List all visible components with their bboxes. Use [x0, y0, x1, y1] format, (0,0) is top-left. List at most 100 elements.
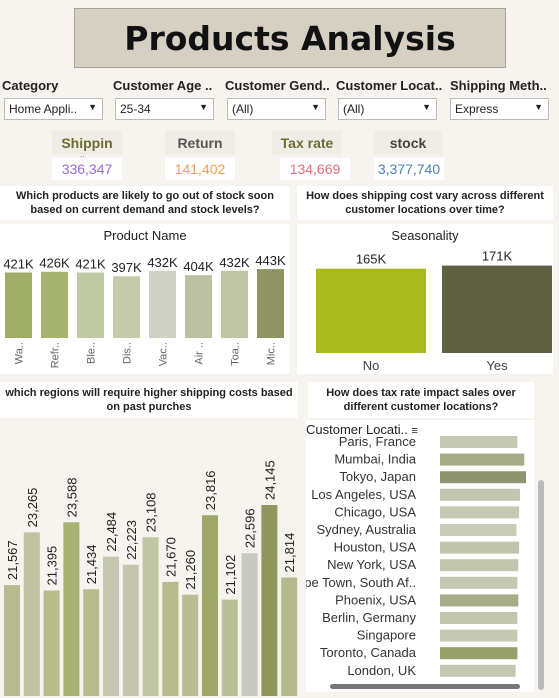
q3-bar[interactable] [103, 556, 119, 696]
q1-bar-label: 421K [75, 257, 106, 272]
category-dropdown[interactable]: Home Appli.. ▼ [4, 98, 103, 120]
age-dropdown[interactable]: 25-34 ▼ [115, 98, 214, 120]
q1-bar[interactable] [185, 275, 212, 338]
q1-bar[interactable] [257, 269, 284, 338]
kpi-value-tax-text: 134,669 [289, 161, 341, 177]
q4-bar[interactable] [440, 629, 518, 642]
q4-category-label: Chicago, USA [334, 504, 416, 519]
q4-category-label: Toronto, Canada [320, 645, 417, 660]
filter-label-gender: Customer Gend.. [225, 78, 330, 93]
q1-header: Product Name [0, 224, 290, 246]
q4-category-label: Paris, France [339, 434, 416, 449]
category-value: Home Appli.. [9, 102, 78, 116]
q4-bar[interactable] [440, 541, 520, 554]
q3-bar-label: 23,265 [25, 488, 40, 528]
q3-bar[interactable] [182, 594, 199, 696]
kpi-sub-shipping: .. [80, 150, 85, 159]
q3-bar[interactable] [83, 589, 100, 696]
q3-bar[interactable] [202, 515, 218, 696]
q4-bar[interactable] [440, 524, 517, 536]
q4-category-label: Houston, USA [334, 540, 417, 555]
q4-bar[interactable] [440, 559, 519, 572]
q3-bar[interactable] [281, 577, 298, 696]
kpi-label-tax-text: Tax rate [280, 134, 334, 151]
chevron-down-icon: ▼ [311, 102, 320, 112]
kpi-label-return-text: Return [177, 134, 223, 151]
page-title: Products Analysis [124, 18, 456, 58]
q4-bar[interactable] [440, 488, 520, 501]
q4-category-label: New York, USA [327, 557, 416, 572]
kpi-label-stock: stock [374, 130, 442, 155]
q3-bar[interactable] [23, 532, 40, 696]
q4-category-label: Berlin, Germany [322, 610, 416, 625]
q3-bar[interactable] [261, 505, 278, 696]
q4-bar[interactable] [440, 576, 518, 589]
q1-bar[interactable] [5, 272, 32, 338]
shipping-value: Express [455, 102, 499, 116]
q4-bar[interactable] [440, 594, 519, 607]
q4-header[interactable]: Customer Locati.. ≡ [306, 422, 418, 437]
q4-category-label: Tokyo, Japan [339, 469, 416, 484]
kpi-label-return: Return [165, 130, 235, 155]
q3-bar[interactable] [43, 590, 60, 696]
q1-bar[interactable] [41, 271, 68, 338]
shipping-dropdown[interactable]: Express ▼ [450, 98, 549, 120]
q3-bar-label: 23,588 [64, 478, 79, 518]
sort-icon[interactable]: ≡ [411, 425, 418, 437]
q4-category-label: Sydney, Australia [317, 522, 417, 537]
kpi-value-tax: 134,669 [280, 158, 350, 180]
q1-bar-label: 432K [147, 255, 178, 270]
q1-category-label: Mic.. [266, 342, 278, 365]
q3-bar-label: 21,434 [84, 544, 99, 584]
q4-header-text: Customer Locati.. [306, 422, 408, 437]
q4-bar[interactable] [440, 453, 525, 466]
kpi-value-return-text: 141,402 [174, 161, 226, 177]
q3-bar-label: 21,395 [45, 546, 60, 586]
q2-bar[interactable] [442, 265, 552, 353]
q3-bar[interactable] [63, 522, 80, 696]
q3-bar[interactable] [241, 553, 258, 696]
q1-bar-label: 397K [111, 260, 142, 275]
kpi-value-shipping-text: 336,347 [61, 161, 113, 177]
q1-bar[interactable] [77, 272, 104, 338]
kpi-label-shipping-text: Shippin [61, 134, 113, 151]
q1-bar-label: 443K [255, 253, 286, 268]
kpi-label-tax: Tax rate [272, 130, 342, 155]
q2-bar-label: 171K [482, 249, 513, 264]
q4-bar[interactable] [440, 612, 518, 624]
filter-label-location: Customer Locat.. [336, 78, 443, 93]
q4-bar[interactable] [440, 506, 520, 519]
q3-bar[interactable] [4, 585, 20, 696]
filter-label-category: Category [2, 78, 59, 93]
q4-bar[interactable] [440, 471, 526, 484]
q1-chart: 421K Wa.. 426K Refr.. 421K Ble.. 397K Dis.. 432K… [0, 246, 290, 374]
q1-bar[interactable] [113, 276, 140, 338]
q3-bar[interactable] [122, 564, 139, 696]
q1-bar[interactable] [149, 270, 176, 338]
q3-bar[interactable] [162, 581, 179, 696]
q3-chart: 21,567 23,265 21,395 23,588 21,434 22,484 22,2… [4, 460, 298, 696]
q4-bar[interactable] [440, 664, 516, 677]
q1-title: Which products are likely to go out of s… [0, 186, 290, 220]
q1-category-label: Air .. [194, 342, 206, 365]
q1-bar[interactable] [221, 270, 248, 338]
q4-bar[interactable] [440, 436, 518, 448]
q2-bar[interactable] [316, 268, 426, 353]
q3-bar-label: 21,102 [223, 555, 238, 595]
q3-bar[interactable] [142, 537, 159, 696]
q2-chart: 165K No 171K Yes [297, 246, 553, 374]
q3-bar-label: 21,670 [163, 537, 178, 577]
q1-bar-label: 426K [39, 256, 70, 271]
gender-value: (All) [232, 102, 254, 116]
q4-bar[interactable] [440, 647, 518, 660]
q1-category-label: Ble.. [86, 342, 98, 364]
q4-vertical-scrollbar[interactable] [538, 480, 544, 690]
q4-horizontal-scrollbar[interactable] [330, 684, 520, 689]
kpi-label-shipping: Shippin [52, 130, 122, 155]
gender-dropdown[interactable]: (All) ▼ [227, 98, 326, 120]
q1-category-label: Refr.. [50, 342, 62, 368]
location-dropdown[interactable]: (All) ▼ [338, 98, 437, 120]
q3-bar-label: 22,596 [243, 508, 258, 548]
filter-label-age: Customer Age .. [113, 78, 213, 93]
q3-bar[interactable] [221, 599, 238, 696]
